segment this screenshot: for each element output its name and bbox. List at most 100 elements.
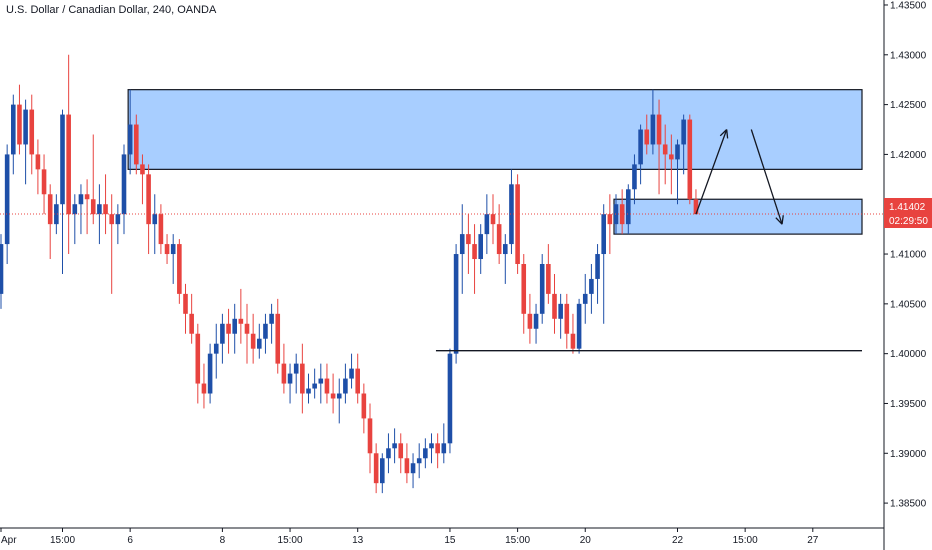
candle [447, 348, 453, 454]
candle-body [496, 224, 502, 255]
candle-body [355, 368, 360, 394]
candle-body [41, 169, 47, 195]
time-tick-label: 15 [444, 535, 456, 546]
candle-body [398, 443, 404, 459]
candle [54, 194, 59, 235]
candle [140, 154, 145, 205]
candle [11, 94, 16, 175]
candle [582, 273, 588, 324]
candle-body [367, 418, 373, 454]
candles-layer [0, 54, 699, 494]
projection-arrow-shaft-1 [750, 129, 783, 225]
candle [226, 308, 231, 354]
candle-body [429, 443, 434, 449]
candle-body [293, 363, 299, 374]
price-tick-label: 1.39000 [890, 449, 927, 460]
candle-body [459, 234, 465, 255]
candle [632, 154, 637, 205]
candle-body [97, 204, 102, 215]
candle-body [662, 144, 668, 155]
candle-body [527, 313, 533, 329]
candle [595, 244, 600, 304]
candle [220, 313, 225, 364]
candle [681, 114, 686, 175]
time-axis[interactable]: Apr 15:00 6 8 15:00 13 15 15:00 20 22 15:00 27 [0, 527, 884, 546]
candle-body [213, 343, 219, 354]
candle-body [140, 164, 145, 175]
candle [626, 184, 631, 235]
candle [189, 293, 194, 344]
candle-body [164, 244, 170, 255]
candle [521, 254, 527, 334]
candle-body [90, 199, 96, 215]
candle [349, 353, 354, 389]
price-tick-label: 1.38500 [890, 499, 927, 510]
candle-body [103, 204, 108, 215]
candle [177, 239, 182, 304]
candle-body [300, 363, 305, 394]
candle [429, 433, 434, 464]
candle-body [269, 313, 274, 324]
candle-body [281, 363, 287, 384]
zone-box-0 [127, 89, 863, 170]
candle-body [207, 353, 213, 394]
candle [330, 373, 336, 414]
candle [281, 343, 287, 394]
candle-body [177, 244, 182, 294]
candle [453, 244, 459, 364]
candle [509, 169, 514, 255]
candle [459, 204, 465, 294]
candle-body [263, 323, 268, 339]
candle-body [29, 109, 35, 155]
candle-body [576, 303, 582, 349]
candle [564, 293, 570, 349]
candle-body [552, 293, 557, 319]
candle [72, 194, 78, 245]
candle [669, 134, 674, 195]
price-tick-label: 1.40000 [890, 349, 927, 360]
candle-body [669, 154, 674, 160]
candle [441, 423, 447, 464]
candle-body [349, 368, 354, 379]
candle-body [435, 443, 440, 454]
candle-body [441, 443, 447, 454]
candle-body [582, 293, 588, 304]
candle-body [66, 114, 71, 215]
candle [386, 433, 391, 474]
price-axis[interactable]: 1.435001.430001.425001.420001.415001.410… [883, 0, 927, 550]
candle-body [47, 194, 53, 225]
candle-body [238, 318, 244, 324]
candle [687, 114, 693, 205]
candle [250, 313, 256, 364]
candle [41, 154, 47, 215]
candle [539, 254, 545, 324]
candle-body [564, 303, 570, 334]
candle [146, 164, 151, 255]
candle-body [650, 114, 656, 145]
candle [293, 353, 299, 394]
candle-body [619, 204, 625, 225]
candle [170, 234, 176, 284]
candle-body [380, 458, 385, 484]
candle-body [416, 458, 422, 464]
candle [269, 303, 274, 344]
candle [115, 204, 121, 245]
candle-body [312, 383, 317, 389]
candle [47, 184, 53, 260]
candle [576, 298, 582, 354]
zones-layer [127, 89, 863, 235]
candle [0, 234, 4, 309]
time-tick-label: 15:00 [278, 535, 303, 546]
time-tick-label: 6 [127, 535, 133, 546]
candle-body [232, 318, 237, 334]
candle [416, 443, 422, 479]
candle [423, 438, 428, 469]
candle-body [503, 244, 508, 255]
time-tick-label: 20 [580, 535, 592, 546]
countdown-label: 02:29:50 [889, 216, 928, 227]
candle [238, 288, 244, 344]
candle [201, 363, 207, 409]
candle-body [72, 204, 78, 215]
candle [558, 293, 563, 339]
